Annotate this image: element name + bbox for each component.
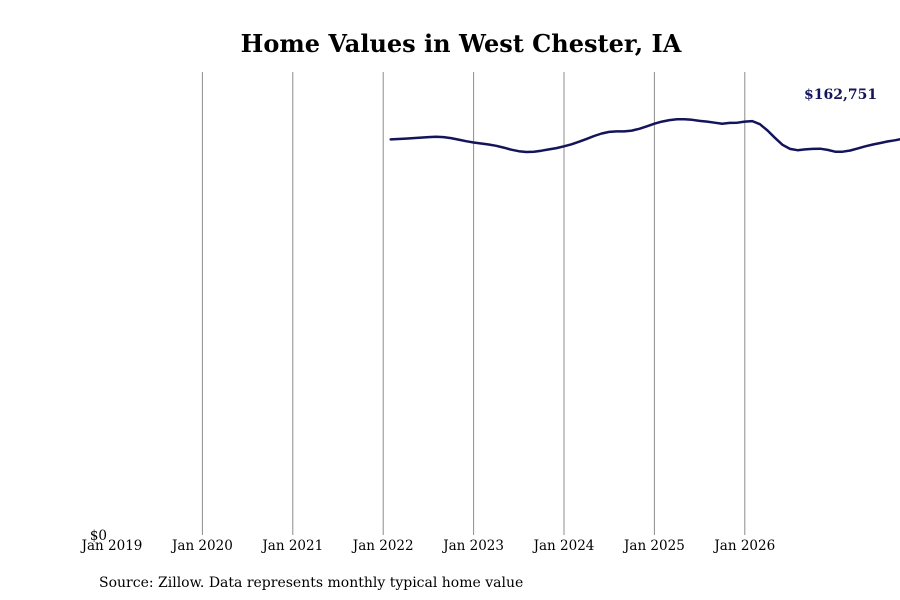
latest-value-label: $162,751 [804,87,877,103]
x-tick-label: Jan 2021 [260,538,323,554]
x-axis-ticks: Jan 2019 Jan 2020 Jan 2021 Jan 2022 Jan 2023… [80,538,776,554]
chart-title: Home Values in West Chester, IA [241,29,682,58]
x-tick-label: Jan 2023 [441,538,504,554]
gridlines [201,72,746,535]
x-tick-label: Jan 2020 [170,538,233,554]
x-tick-label: Jan 2025 [622,538,685,554]
x-tick-label: Jan 2019 [80,538,143,554]
y-axis-zero-label: $0 [90,528,107,544]
x-tick-label: Jan 2026 [712,538,775,554]
source-note: Source: Zillow. Data represents monthly … [99,575,523,591]
x-tick-label: Jan 2024 [532,538,595,554]
home-value-line [389,118,900,154]
x-tick-label: Jan 2022 [351,538,414,554]
